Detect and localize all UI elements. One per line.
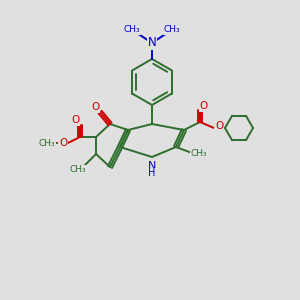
- Text: O: O: [91, 102, 99, 112]
- Text: CH₃: CH₃: [70, 166, 86, 175]
- Text: H: H: [148, 168, 156, 178]
- Text: O: O: [200, 101, 208, 111]
- Text: O: O: [215, 121, 223, 131]
- Text: O: O: [59, 138, 67, 148]
- Text: CH₃: CH₃: [39, 139, 55, 148]
- Text: CH₃: CH₃: [191, 148, 207, 158]
- Text: O: O: [71, 115, 79, 125]
- Text: N: N: [148, 37, 156, 50]
- Text: CH₃: CH₃: [164, 26, 180, 34]
- Text: CH₃: CH₃: [124, 26, 140, 34]
- Text: N: N: [148, 161, 156, 171]
